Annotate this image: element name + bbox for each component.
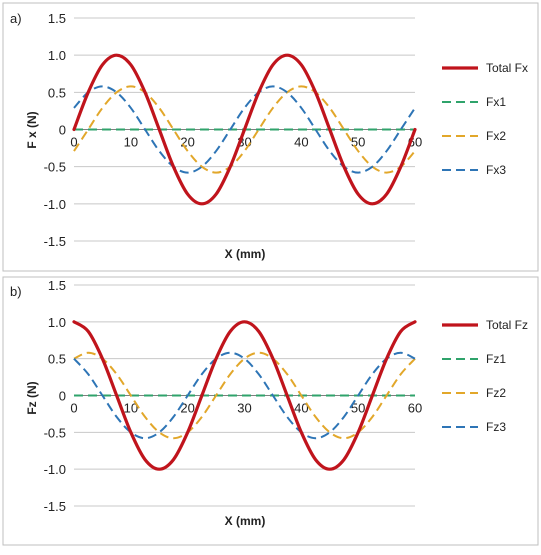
panel-b-legend: Total Fz Fz1 Fz2 Fz3 [442,318,528,434]
panel-b-x-tick-label: 10 [124,401,138,416]
panel-a-legend-label: Fx1 [486,95,506,109]
panel-a-legend-label: Fx2 [486,129,506,143]
panel-a-series-line-fx3 [73,85,416,174]
panel-b-series-line-fz3 [73,351,416,440]
panel-b-y-ticks: 1.5 1.0 0.5 0 -0.5 -1.0 -1.5 [44,278,66,514]
panel-b-label: b) [10,284,22,299]
panel-b-legend-label: Fz3 [486,420,506,434]
panel-b-x-tick-label: 0 [70,401,77,416]
panel-b-frame [2,276,539,546]
panel-b-x-tick-label: 60 [408,401,422,416]
panel-b-y-axis-label: Fz (N) [25,381,39,414]
panel-b-x-tick-label: 40 [294,401,308,416]
panel-b-x-ticks: 0 10 20 30 40 50 60 [70,401,422,416]
panel-a-y-tick-label: 1.5 [48,11,66,26]
panel-a-y-tick-label: -0.5 [44,160,66,175]
panel-a: a) 1.51.00.50-0.5-1.0-1.5 0 10 20 30 40 50 60 … [2,2,539,272]
panel-b-y-tick-label: -1.0 [44,462,66,477]
panel-b-x-tick-label: 20 [180,401,194,416]
panel-b-series [72,320,417,471]
panel-a-y-tick-label: 0.5 [48,85,66,100]
panel-a-legend-label: Fx3 [486,163,506,177]
panel-b-y-tick-label: 0.5 [48,352,66,367]
panel-a-legend: Total Fx Fx1 Fx2 Fx3 [442,61,528,177]
panel-b-series-line-fz2 [73,351,416,440]
panel-a-series [72,53,417,206]
panel-b-x-tick-label: 30 [237,401,251,416]
panel-b-y-tick-label: 1.5 [48,278,66,293]
panel-a-x-tick-label: 0 [70,135,77,150]
panel-b: b) 1.51.00.50-0.5-1.0-1.5 0 10 20 30 40 50 60 … [2,276,539,546]
panel-b-x-axis-label: X (mm) [225,514,266,528]
panel-a-series-line-fx2 [73,85,416,174]
panel-a-grid [74,17,415,242]
panel-a-y-tick-label: -1.0 [44,197,66,212]
panel-b-legend-label: Total Fz [486,318,528,332]
panel-a-series-line-total-fx [72,53,417,206]
panel-a-legend-label: Total Fx [486,61,528,75]
panel-a-x-axis-label: X (mm) [225,247,266,261]
panel-a-x-tick-label: 10 [124,135,138,150]
panel-a-x-tick-label: 20 [180,135,194,150]
panel-b-x-tick-label: 50 [351,401,365,416]
panel-a-y-tick-label: -1.5 [44,234,66,249]
panel-a-y-tick-label: 0 [59,123,66,138]
panel-a-x-tick-label: 40 [294,135,308,150]
panel-a-x-ticks: 0 10 20 30 40 50 60 [70,135,422,150]
panel-b-y-tick-label: -0.5 [44,425,66,440]
panel-a-y-axis-label: F x (N) [25,111,39,148]
panel-b-y-tick-label: 0 [59,389,66,404]
panel-b-legend-label: Fz1 [486,352,506,366]
panel-b-y-tick-label: -1.5 [44,499,66,514]
panel-a-y-tick-label: 1.0 [48,48,66,63]
panel-b-legend-label: Fz2 [486,386,506,400]
panel-b-series-line-total-fz [72,320,417,471]
panel-a-y-ticks: 1.5 1.0 0.5 0 -0.5 -1.0 -1.5 [44,11,66,249]
panel-a-label: a) [10,11,22,26]
panel-a-x-tick-label: 50 [351,135,365,150]
panel-b-y-tick-label: 1.0 [48,315,66,330]
